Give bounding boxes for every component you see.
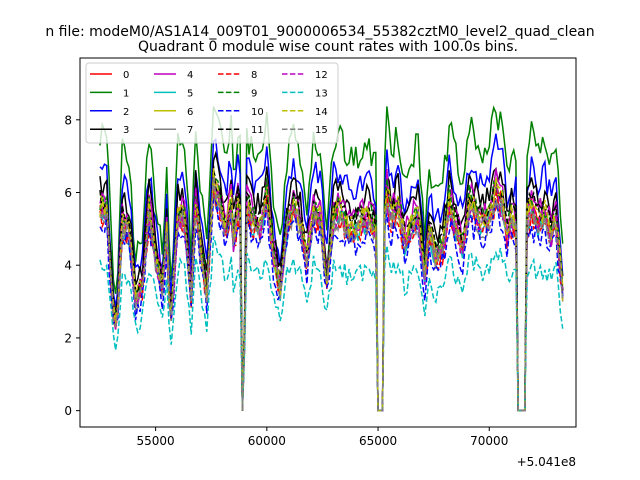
legend-label: 11 [251,125,264,136]
chart-title: Quadrant 0 module wise count rates with … [138,39,518,55]
legend-label: 2 [123,107,129,118]
legend-item: 7 [154,125,193,136]
legend-item: 8 [218,70,257,81]
series-line-3 [99,150,564,412]
x-tick-label: 55000 [137,434,175,448]
legend-item: 12 [282,70,328,81]
legend-label: 8 [251,70,257,81]
legend-label: 12 [315,70,328,81]
y-tick-label: 8 [64,113,72,127]
legend-item: 6 [154,107,193,118]
x-axis-offset-label: +5.041e8 [517,455,576,469]
series-line-1 [99,105,564,412]
legend-item: 3 [90,125,129,136]
legend-label: 4 [187,70,193,81]
legend-item: 10 [218,107,264,118]
legend-item: 11 [218,125,264,136]
legend-label: 0 [123,70,129,81]
x-axis: 55000 60000 65000 70000 [137,427,508,448]
figure-suptitle: n file: modeM0/AS1A14_009T01_9000006534_… [45,24,594,40]
series-line-10 [99,196,564,412]
legend-label: 5 [187,88,193,99]
series-lines [99,105,564,412]
y-axis: 0 2 4 6 8 [64,113,80,418]
legend-item: 1 [90,88,129,99]
legend-item: 14 [282,107,328,118]
series-line-13 [99,236,564,412]
legend-label: 6 [187,107,193,118]
legend-item: 2 [90,107,129,118]
y-tick-label: 0 [64,404,72,418]
legend-label: 14 [315,107,328,118]
legend-item: 4 [154,70,193,81]
axes-frame [79,57,577,428]
legend-label: 10 [251,107,264,118]
legend-item: 13 [282,88,328,99]
legend-label: 15 [315,125,328,136]
x-tick-label: 70000 [470,434,508,448]
legend-label: 7 [187,125,193,136]
legend-label: 13 [315,88,328,99]
legend-frame [85,62,339,144]
series-line-15 [99,176,564,412]
series-line-14 [99,168,564,412]
y-tick-label: 6 [64,186,72,200]
x-tick-label: 60000 [248,434,286,448]
y-tick-label: 2 [64,331,72,345]
legend-label: 1 [123,88,129,99]
legend-label: 3 [123,125,129,136]
legend-label: 9 [251,88,257,99]
y-tick-label: 4 [64,259,72,273]
legend-item: 5 [154,88,193,99]
legend-item: 15 [282,125,328,136]
legend-item: 9 [218,88,257,99]
legend-item: 0 [90,70,129,81]
x-tick-label: 65000 [359,434,397,448]
